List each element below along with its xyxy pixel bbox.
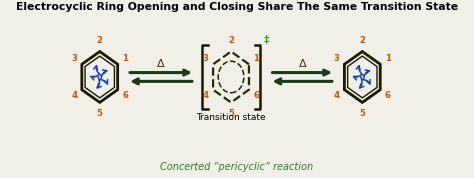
Polygon shape	[82, 52, 118, 102]
Text: 5: 5	[228, 109, 234, 118]
Text: 5: 5	[359, 109, 365, 118]
Text: 3: 3	[202, 54, 209, 63]
Text: 4: 4	[202, 91, 209, 100]
Text: 6: 6	[254, 91, 259, 100]
Text: ‡: ‡	[264, 34, 269, 44]
Text: 2: 2	[97, 36, 103, 45]
Text: Δ: Δ	[299, 59, 306, 69]
Text: 5: 5	[97, 109, 103, 118]
Text: 3: 3	[71, 54, 77, 63]
Text: Transition state: Transition state	[196, 113, 266, 122]
Text: 6: 6	[385, 91, 391, 100]
Text: Δ: Δ	[157, 59, 165, 69]
Text: 4: 4	[71, 91, 77, 100]
Text: Concerted “pericyclic” reaction: Concerted “pericyclic” reaction	[160, 162, 314, 172]
Polygon shape	[345, 52, 380, 102]
Text: 1: 1	[254, 54, 259, 63]
Text: 1: 1	[122, 54, 128, 63]
Text: 4: 4	[334, 91, 340, 100]
Text: 1: 1	[385, 54, 391, 63]
Text: 2: 2	[359, 36, 365, 45]
Text: 3: 3	[334, 54, 340, 63]
Polygon shape	[213, 52, 249, 102]
Text: 6: 6	[122, 91, 128, 100]
Text: 2: 2	[228, 36, 234, 45]
Text: Electrocyclic Ring Opening and Closing Share The Same Transition State: Electrocyclic Ring Opening and Closing S…	[16, 2, 458, 12]
